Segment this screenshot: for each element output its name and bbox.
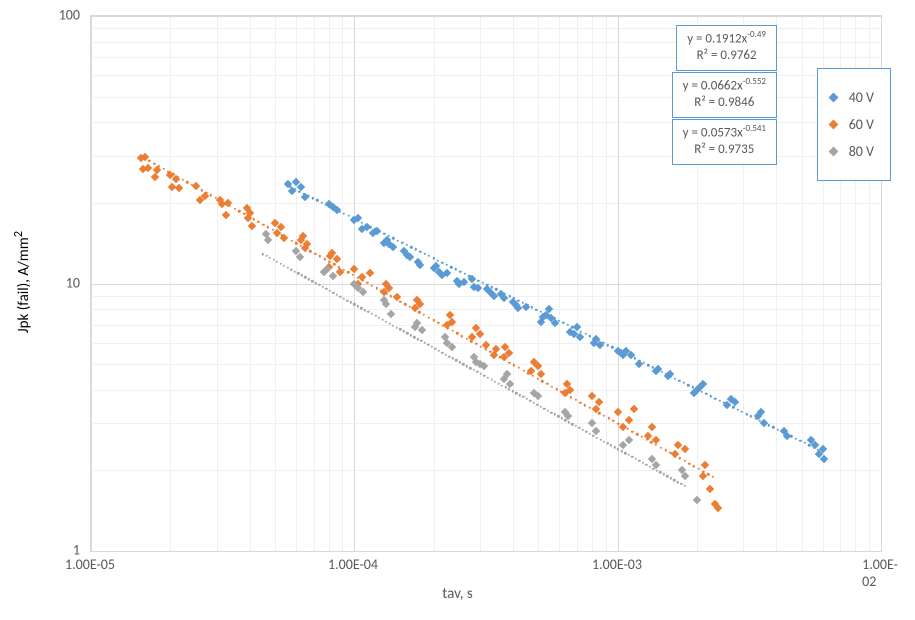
legend-marker-gray [828,147,838,157]
y-tick-10: 10 [55,275,80,292]
legend: 40 V 60 V 80 V [817,68,891,181]
data-point [389,243,397,251]
x-tick-1e-5: 1.00E-05 [65,556,115,573]
data-point [701,461,709,469]
data-point [468,275,476,283]
legend-marker-orange [828,120,838,130]
data-point [514,304,522,312]
y-axis-title-text: Jpk (fail), A/mm [15,237,33,333]
data-point [387,310,395,318]
x-tick-1e-2: 1.00E-02 [862,556,898,590]
chart-container: 1 10 100 1.00E-05 1.00E-04 1.00E-03 1.00… [0,0,915,620]
data-point [534,392,542,400]
eq2-sup: -0.541 [743,123,766,134]
data-point [681,445,689,453]
x-axis-title: tav, s [442,585,472,603]
eq0-pre: y = 0.1912x [687,31,747,46]
eq0-sup: -0.49 [747,29,766,40]
data-point [760,419,768,427]
data-point [652,436,660,444]
eq1-pre: y = 0.0662x [683,78,743,93]
data-point [681,472,689,480]
x-tick-1e-3: 1.00E-03 [592,556,642,573]
data-point [706,485,714,493]
data-point [474,284,482,292]
data-point [280,234,288,242]
data-point [820,455,828,463]
y-axis-title-sup: 2 [11,231,26,237]
data-point [172,175,180,183]
data-point [333,206,341,214]
data-point [613,408,621,416]
data-point [297,182,305,190]
equation-box-40v: y = 0.1912x-0.49 R² = 0.9762 [676,25,777,71]
legend-marker-blue [828,93,838,103]
data-point [366,269,374,277]
data-point [174,184,182,192]
eq1-sup: -0.552 [743,76,766,87]
legend-label-80v: 80 V [849,143,874,160]
data-point [222,211,230,219]
data-point [382,300,390,308]
equation-box-80v: y = 0.0573x-0.541 R² = 0.9735 [672,119,777,165]
x-tick-1e-4: 1.00E-04 [328,556,378,573]
data-point [350,265,358,273]
legend-label-60v: 60 V [849,116,874,133]
data-point [634,360,642,368]
data-point [192,182,200,190]
equation-box-60v: y = 0.0662x-0.552 R² = 0.9846 [672,72,777,118]
eq2-pre: y = 0.0573x [683,125,743,140]
legend-item-60v: 60 V [830,116,874,133]
data-point [693,496,701,504]
legend-label-40v: 40 V [849,89,874,106]
data-point [527,367,535,375]
data-point [358,272,366,280]
data-point [481,341,489,349]
data-point [151,173,159,181]
data-point [264,236,272,244]
data-point [731,398,739,406]
eq0-r2: R² = 0.9762 [687,48,766,65]
legend-item-80v: 80 V [830,143,874,160]
eq2-r2: R² = 0.9735 [683,142,766,159]
data-point [416,261,424,269]
data-point [629,405,637,413]
legend-item-40v: 40 V [830,89,874,106]
data-point [588,392,596,400]
y-axis-title: Jpk (fail), A/mm2 [11,231,33,333]
data-point [698,472,706,480]
y-tick-100: 100 [55,7,80,24]
eq1-r2: R² = 0.9846 [683,95,766,112]
